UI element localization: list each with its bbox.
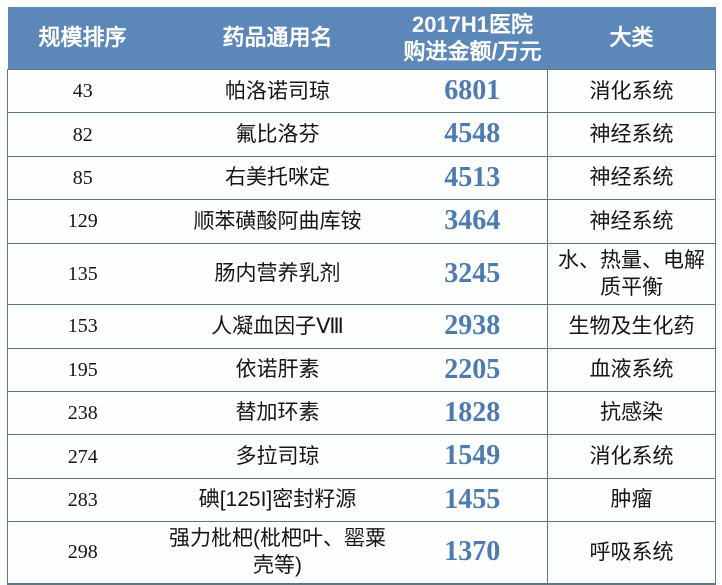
drug-name-cell: 帕洛诺司琼 [157,69,398,113]
category-cell: 神经系统 [547,112,716,157]
amount-cell: 1370 [397,521,548,584]
table-row: 153 人凝血因子Ⅷ 2938 生物及生化药 [7,304,716,349]
category-cell: 肿瘤 [547,478,716,522]
amount-cell: 1828 [397,391,548,435]
amount-cell: 3245 [397,243,548,305]
category-cell: 消化系统 [547,69,716,113]
rank-cell: 195 [7,348,158,392]
category-cell: 生物及生化药 [547,304,716,349]
drug-name-cell: 强力枇杷(枇杷叶、罂粟壳等) [157,521,398,584]
drug-name-cell: 人凝血因子Ⅷ [157,304,398,349]
table-row: 43 帕洛诺司琼 6801 消化系统 [7,69,716,113]
amount-cell: 3464 [397,199,548,244]
header-rank: 规模排序 [7,7,158,70]
table-row: 298 强力枇杷(枇杷叶、罂粟壳等) 1370 呼吸系统 [7,521,716,584]
category-cell: 神经系统 [547,199,716,244]
amount-cell: 6801 [397,69,548,113]
amount-cell: 2205 [397,348,548,392]
drug-name-cell: 多拉司琼 [157,434,398,479]
drug-name-cell: 替加环素 [157,391,398,435]
table-body: 43 帕洛诺司琼 6801 消化系统 82 氟比洛芬 4548 神经系统 85 … [7,69,716,584]
data-table: 规模排序 药品通用名 2017H1医院 购进金额/万元 大类 43 帕洛诺司琼 … [7,7,716,585]
drug-name-cell: 右美托咪定 [157,156,398,200]
drug-name-cell: 依诺肝素 [157,348,398,392]
amount-cell: 2938 [397,304,548,349]
category-cell: 呼吸系统 [547,521,716,584]
table-row: 238 替加环素 1828 抗感染 [7,391,716,435]
rank-cell: 274 [7,434,158,479]
drug-name-cell: 肠内营养乳剂 [157,243,398,305]
table-row: 129 顺苯磺酸阿曲库铵 3464 神经系统 [7,199,716,244]
header-amount-line2: 购进金额/万元 [403,39,542,64]
amount-cell: 1455 [397,478,548,522]
rank-cell: 153 [7,304,158,349]
table-row: 82 氟比洛芬 4548 神经系统 [7,112,716,157]
table-row: 195 依诺肝素 2205 血液系统 [7,348,716,392]
category-cell: 血液系统 [547,348,716,392]
table-row: 85 右美托咪定 4513 神经系统 [7,156,716,200]
amount-cell: 4548 [397,112,548,157]
rank-cell: 82 [7,112,158,157]
amount-cell: 1549 [397,434,548,479]
amount-cell: 4513 [397,156,548,200]
rank-cell: 283 [7,478,158,522]
category-cell: 水、热量、电解质平衡 [547,243,716,305]
header-row: 规模排序 药品通用名 2017H1医院 购进金额/万元 大类 [7,7,716,70]
rank-cell: 85 [7,156,158,200]
rank-cell: 135 [7,243,158,305]
drug-name-cell: 氟比洛芬 [157,112,398,157]
drug-name-cell: 顺苯磺酸阿曲库铵 [157,199,398,244]
category-cell: 消化系统 [547,434,716,479]
rank-cell: 238 [7,391,158,435]
table-header: 规模排序 药品通用名 2017H1医院 购进金额/万元 大类 [7,7,716,70]
drug-purchase-table: 规模排序 药品通用名 2017H1医院 购进金额/万元 大类 43 帕洛诺司琼 … [7,7,716,585]
header-drug-name: 药品通用名 [157,7,398,70]
rank-cell: 129 [7,199,158,244]
header-category: 大类 [547,7,716,70]
table-row: 283 碘[125I]密封籽源 1455 肿瘤 [7,478,716,522]
category-cell: 抗感染 [547,391,716,435]
rank-cell: 43 [7,69,158,113]
header-amount-line1: 2017H1医院 [411,11,534,37]
table-row: 135 肠内营养乳剂 3245 水、热量、电解质平衡 [7,243,716,305]
rank-cell: 298 [7,521,158,584]
table-row: 274 多拉司琼 1549 消化系统 [7,434,716,479]
drug-name-cell: 碘[125I]密封籽源 [157,478,398,522]
header-amount: 2017H1医院 购进金额/万元 [397,7,548,70]
category-cell: 神经系统 [547,156,716,200]
